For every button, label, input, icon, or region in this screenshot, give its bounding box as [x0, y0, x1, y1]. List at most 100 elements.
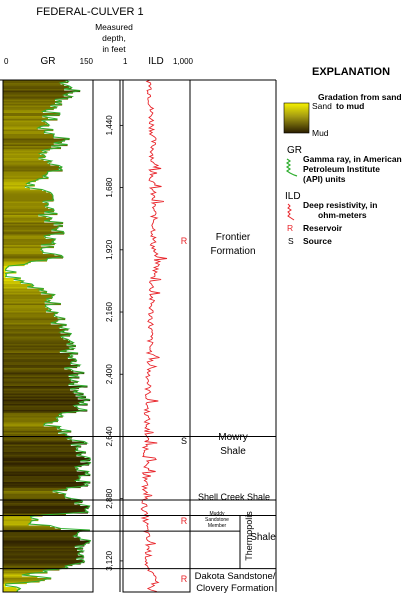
gr-fill-strip — [3, 168, 59, 171]
gr-fill-strip — [3, 176, 43, 178]
gr-fill-strip — [3, 395, 76, 397]
gr-fill-strip — [3, 468, 79, 471]
explanation-title: EXPLANATION — [312, 66, 391, 78]
gr-fill-strip — [3, 552, 80, 555]
gr-lithology-fill — [3, 80, 91, 592]
gr-fill-strip — [3, 357, 68, 360]
gr-fill-strip — [3, 174, 47, 177]
gr-fill-strip — [3, 453, 82, 456]
depth-header-1: Measured — [95, 22, 133, 32]
gr-fill-strip — [3, 120, 42, 123]
gr-fill-strip — [3, 105, 51, 108]
gr-fill-strip — [3, 83, 61, 85]
gr-fill-strip — [3, 351, 60, 354]
gr-fill-strip — [3, 404, 88, 406]
gr-fill-strip — [3, 491, 53, 493]
gr-fill-strip — [3, 330, 65, 333]
gr-fill-strip — [3, 252, 43, 255]
gr-fill-strip — [3, 374, 79, 376]
gr-fill-strip — [3, 528, 61, 531]
gr-fill-strip — [3, 134, 55, 136]
gr-fill-strip — [3, 81, 69, 84]
gr-fill-strip — [3, 386, 88, 388]
gr-fill-strip — [3, 270, 6, 273]
gr-fill-strip — [3, 434, 67, 436]
gr-fill-strip — [3, 203, 49, 205]
gr-fill-strip — [3, 152, 47, 154]
gr-fill-strip — [3, 245, 41, 247]
gr-fill-strip — [3, 299, 47, 301]
gr-fill-strip — [3, 257, 63, 259]
gr-fill-strip — [3, 467, 76, 469]
gr-fill-strip — [3, 305, 46, 307]
gr-fill-strip — [3, 504, 81, 507]
gr-fill-strip — [3, 380, 71, 382]
gr-fill-strip — [3, 317, 58, 319]
gr-fill-strip — [3, 578, 52, 580]
gr-fill-strip — [3, 155, 45, 157]
gr-fill-strip — [3, 398, 78, 400]
gr-fill-strip — [3, 350, 67, 352]
gr-fill-strip — [3, 576, 38, 579]
gr-fill-strip — [3, 137, 54, 139]
gr-fill-strip — [3, 240, 54, 243]
gr-fill-strip — [3, 543, 86, 546]
gr-fill-strip — [3, 86, 70, 88]
gr-fill-strip — [3, 324, 67, 327]
frontier-label-2: Formation — [210, 246, 255, 257]
gr-fill-strip — [3, 413, 63, 415]
gr-fill-strip — [3, 426, 60, 429]
frontier-label-1: Frontier — [216, 232, 251, 243]
gr-fill-strip — [3, 527, 55, 529]
gr-fill-strip — [3, 417, 57, 420]
formation-boundaries — [0, 79, 276, 570]
gr-desc-3: (API) units — [303, 174, 346, 184]
gr-fill-strip — [3, 516, 31, 519]
gr-fill-strip — [3, 461, 81, 463]
gr-fill-strip — [3, 186, 25, 189]
gr-fill-strip — [3, 291, 48, 294]
gr-fill-strip — [3, 281, 24, 283]
gr-fill-strip — [3, 204, 49, 207]
gr-fill-strip — [3, 405, 75, 408]
gr-fill-strip — [3, 440, 73, 442]
depth-tick-label: 3,120 — [105, 550, 114, 571]
gr-fill-strip — [3, 231, 64, 234]
gr-fill-strip — [3, 408, 79, 411]
source-legend-symbol: S — [288, 236, 294, 246]
muddy-label-3: Member — [208, 523, 227, 529]
gr-fill-strip — [3, 585, 6, 588]
gr-fill-strip — [3, 135, 54, 138]
gr-fill-strip — [3, 390, 78, 393]
gr-fill-strip — [3, 141, 62, 144]
gr-fill-strip — [3, 131, 45, 133]
gr-fill-strip — [3, 326, 63, 328]
gr-fill-strip — [3, 564, 73, 567]
gr-fill-strip — [3, 512, 88, 514]
gr-fill-strip — [3, 177, 49, 180]
depth-tick-label: 1,680 — [105, 177, 114, 198]
gr-fill-strip — [3, 96, 73, 99]
gr-fill-strip — [3, 321, 57, 324]
gr-fill-strip — [3, 444, 71, 447]
gr-fill-strip — [3, 450, 76, 453]
gr-fill-strip — [3, 179, 39, 181]
gr-fill-strip — [3, 384, 69, 387]
gr-fill-strip — [3, 372, 85, 375]
gr-fill-strip — [3, 339, 69, 342]
gr-fill-strip — [3, 399, 91, 402]
gr-fill-strip — [3, 188, 30, 190]
gr-fill-strip — [3, 189, 43, 192]
gr-fill-strip — [3, 143, 54, 145]
dakota-label-2: Clovery Formation — [196, 583, 274, 594]
depth-tick-label: 2,880 — [105, 488, 114, 509]
gr-fill-strip — [3, 185, 35, 187]
mowry-label-2: Shale — [220, 446, 246, 457]
gr-fill-strip — [3, 345, 76, 348]
gr-desc-1: Gamma ray, in American — [303, 154, 402, 164]
gradation-label-1: Gradation from sand — [318, 92, 402, 102]
gr-fill-strip — [3, 473, 86, 475]
gr-fill-strip — [3, 197, 53, 199]
gr-fill-strip — [3, 123, 48, 126]
gr-fill-strip — [3, 363, 71, 366]
